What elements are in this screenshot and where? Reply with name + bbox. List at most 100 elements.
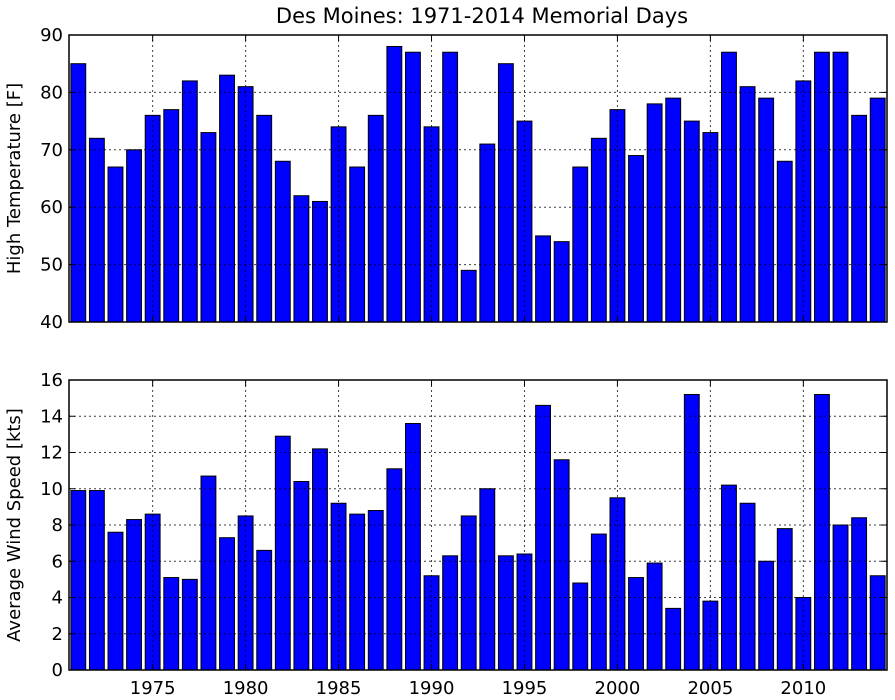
wind-bar-1971 <box>70 490 87 671</box>
wind-gridlines <box>69 380 887 670</box>
wind-bar-1983 <box>293 481 310 671</box>
temperature-bar-1977 <box>181 80 198 323</box>
temperature-bar-2003 <box>665 97 682 323</box>
wind-bar-1994 <box>497 555 514 671</box>
temperature-bar-1999 <box>590 137 607 323</box>
temperature-bar-1974 <box>126 149 142 323</box>
wind-bar-1972 <box>88 490 105 671</box>
wind-bar-1978 <box>200 475 217 671</box>
wind-bar-2009 <box>776 528 793 671</box>
wind-bar-1996 <box>535 404 552 671</box>
chart-title: Des Moines: 1971-2014 Memorial Days <box>276 4 688 28</box>
wind-bar-1979 <box>219 537 235 671</box>
wind-xtick-label-2005: 2005 <box>687 678 733 699</box>
temperature-bar-1997 <box>553 241 570 323</box>
wind-bar-2010 <box>795 597 812 671</box>
wind-ytick-label-16: 16 <box>40 370 63 391</box>
wind-bar-1989 <box>405 423 421 671</box>
temperature-bar-1989 <box>405 51 421 323</box>
temperature-bar-1987 <box>367 114 384 323</box>
wind-bar-2013 <box>851 517 868 671</box>
wind-bar-1993 <box>479 488 496 671</box>
temperature-panel: 40 50 60 70 80 90 High Temperature [F] <box>4 25 888 333</box>
temperature-bar-1972 <box>88 137 105 323</box>
wind-ytick-label-12: 12 <box>40 443 63 464</box>
temperature-ytick-label-60: 60 <box>40 197 63 218</box>
temperature-bar-2013 <box>851 114 868 323</box>
wind-bar-2004 <box>683 394 700 671</box>
wind-xtick-label-1990: 1990 <box>409 678 455 699</box>
wind-xtick-label-1975: 1975 <box>130 678 176 699</box>
temperature-ytick-label-50: 50 <box>40 255 63 276</box>
wind-xtick-label-2000: 2000 <box>595 678 641 699</box>
wind-panel: 0 2 4 6 8 10 12 14 16 1975 1980 1985 1990 1995 2000 200… <box>4 370 888 699</box>
wind-bar-2008 <box>758 560 775 671</box>
wind-bar-1984 <box>312 448 328 671</box>
wind-bar-1981 <box>256 549 273 671</box>
temperature-bar-1986 <box>349 166 366 323</box>
wind-ytick-label-6: 6 <box>52 551 63 572</box>
wind-ytick-label-14: 14 <box>40 406 63 427</box>
wind-bar-1992 <box>460 515 477 671</box>
wind-xtick-label-1985: 1985 <box>316 678 362 699</box>
wind-bar-1982 <box>274 435 291 671</box>
wind-ticks: 0 2 4 6 8 10 12 14 16 1975 1980 1985 1990 1995 2000 200… <box>40 370 887 699</box>
wind-bar-1977 <box>181 578 198 671</box>
wind-bar-2002 <box>646 562 663 671</box>
temperature-ytick-label-40: 40 <box>40 312 63 333</box>
wind-ytick-label-0: 0 <box>52 660 63 681</box>
temperature-bar-1978 <box>200 132 217 323</box>
temperature-bar-2004 <box>683 120 700 323</box>
wind-ytick-label-10: 10 <box>40 479 63 500</box>
temperature-bar-1982 <box>274 160 291 323</box>
temperature-gridlines <box>69 35 887 322</box>
temperature-bar-1994 <box>497 63 514 323</box>
temperature-bar-1992 <box>460 269 477 323</box>
wind-bar-2006 <box>721 484 737 671</box>
temperature-bar-1996 <box>535 235 552 323</box>
wind-bar-1974 <box>126 519 142 671</box>
temperature-y-axis-label: High Temperature [F] <box>4 83 25 274</box>
wind-bar-2003 <box>665 607 682 671</box>
wind-bar-2011 <box>814 394 830 671</box>
wind-ytick-label-2: 2 <box>52 624 63 645</box>
wind-bar-2000 <box>609 497 626 671</box>
wind-xtick-label-1980: 1980 <box>223 678 269 699</box>
wind-bar-2007 <box>739 502 756 671</box>
temperature-bar-1983 <box>293 195 310 323</box>
wind-bars <box>70 394 886 671</box>
temperature-ytick-label-80: 80 <box>40 82 63 103</box>
temperature-ticks: 40 50 60 70 80 90 <box>40 25 887 333</box>
wind-ytick-label-4: 4 <box>52 588 63 609</box>
temperature-bars <box>70 45 886 323</box>
temperature-bar-2011 <box>814 51 830 323</box>
temperature-bar-2009 <box>776 160 793 323</box>
wind-bar-1987 <box>367 510 384 671</box>
wind-xtick-label-2010: 2010 <box>780 678 826 699</box>
wind-bar-1998 <box>572 582 589 671</box>
wind-bar-1999 <box>590 533 607 671</box>
wind-ytick-label-8: 8 <box>52 515 63 536</box>
temperature-bar-1998 <box>572 166 589 323</box>
wind-bar-2014 <box>869 575 886 671</box>
temperature-bar-1984 <box>312 200 328 323</box>
wind-bar-1988 <box>386 468 403 671</box>
temperature-bar-1971 <box>70 63 87 323</box>
wind-xtick-label-1995: 1995 <box>502 678 548 699</box>
temperature-bar-2002 <box>646 103 663 323</box>
temperature-plot-frame <box>68 34 888 323</box>
wind-bar-1976 <box>163 577 180 671</box>
temperature-bar-1973 <box>107 166 124 323</box>
wind-plot-frame <box>68 379 888 671</box>
temperature-bar-2001 <box>628 155 644 323</box>
wind-bar-1986 <box>349 513 366 671</box>
temperature-bar-1981 <box>256 114 273 323</box>
temperature-bar-1979 <box>219 74 235 323</box>
temperature-bar-1988 <box>386 45 403 323</box>
temperature-bar-2014 <box>869 97 886 323</box>
temperature-bar-1993 <box>479 143 496 323</box>
wind-bar-1997 <box>553 459 570 671</box>
wind-bar-1991 <box>442 555 459 671</box>
wind-y-axis-label: Average Wind Speed [kts] <box>4 408 25 642</box>
